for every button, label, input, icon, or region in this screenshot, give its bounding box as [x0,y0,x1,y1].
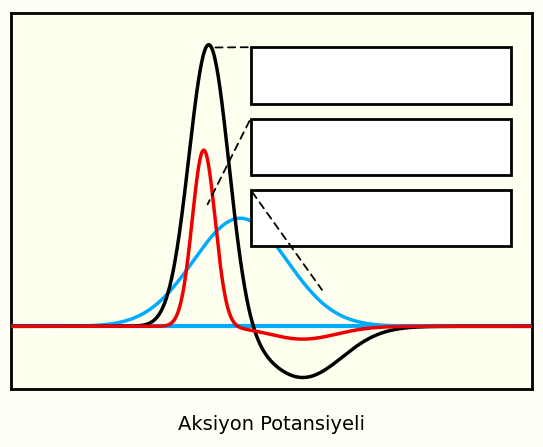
FancyBboxPatch shape [251,47,512,104]
Text: Aksiyon Potansiyeli: Aksiyon Potansiyeli [178,415,365,434]
FancyBboxPatch shape [251,190,512,246]
FancyBboxPatch shape [251,118,512,175]
